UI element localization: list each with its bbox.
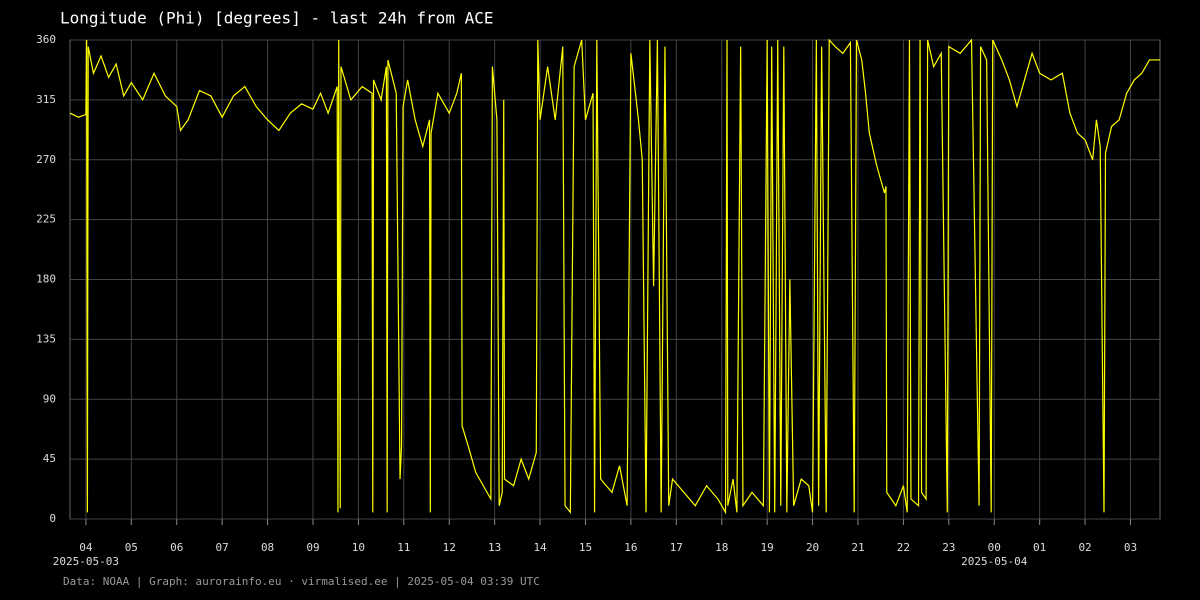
x-tick-label: 17 [670,541,683,554]
y-tick-label: 90 [43,392,56,405]
y-tick-label: 225 [36,213,56,226]
x-tick-label: 23 [942,541,955,554]
y-tick-label: 135 [36,332,56,345]
x-tick-label: 03 [1124,541,1137,554]
x-tick-label: 08 [261,541,274,554]
x-tick-label: 09 [306,541,319,554]
x-tick-label: 12 [443,541,456,554]
x-tick-label: 14 [533,541,547,554]
chart-title: Longitude (Phi) [degrees] - last 24h fro… [60,9,493,28]
x-tick-label: 19 [761,541,774,554]
y-tick-label: 0 [49,512,56,525]
x-tick-label: 05 [125,541,138,554]
y-tick-label: 360 [36,33,56,46]
x-tick-label: 18 [715,541,728,554]
x-tick-label: 01 [1033,541,1046,554]
x-tick-label: 20 [806,541,819,554]
x-tick-label: 21 [851,541,864,554]
footer: Data: NOAA | Graph: aurorainfo.eu · virm… [63,575,540,588]
data-line [69,38,1160,515]
x-tick-label: 06 [170,541,183,554]
x-tick-label: 22 [897,541,910,554]
x-date-label: 2025-05-04 [961,555,1028,568]
y-tick-label: 180 [36,273,56,286]
y-tick-label: 270 [36,153,56,166]
y-tick-label: 315 [36,93,56,106]
x-tick-label: 15 [579,541,592,554]
x-date-label: 2025-05-03 [53,555,119,568]
x-tick-label: 13 [488,541,501,554]
y-tick-label: 45 [43,452,56,465]
x-tick-label: 07 [216,541,229,554]
x-tick-label: 00 [988,541,1001,554]
x-tick-label: 04 [79,541,93,554]
x-tick-label: 16 [624,541,637,554]
x-tick-label: 10 [352,541,365,554]
x-tick-label: 11 [397,541,410,554]
x-tick-label: 02 [1078,541,1091,554]
